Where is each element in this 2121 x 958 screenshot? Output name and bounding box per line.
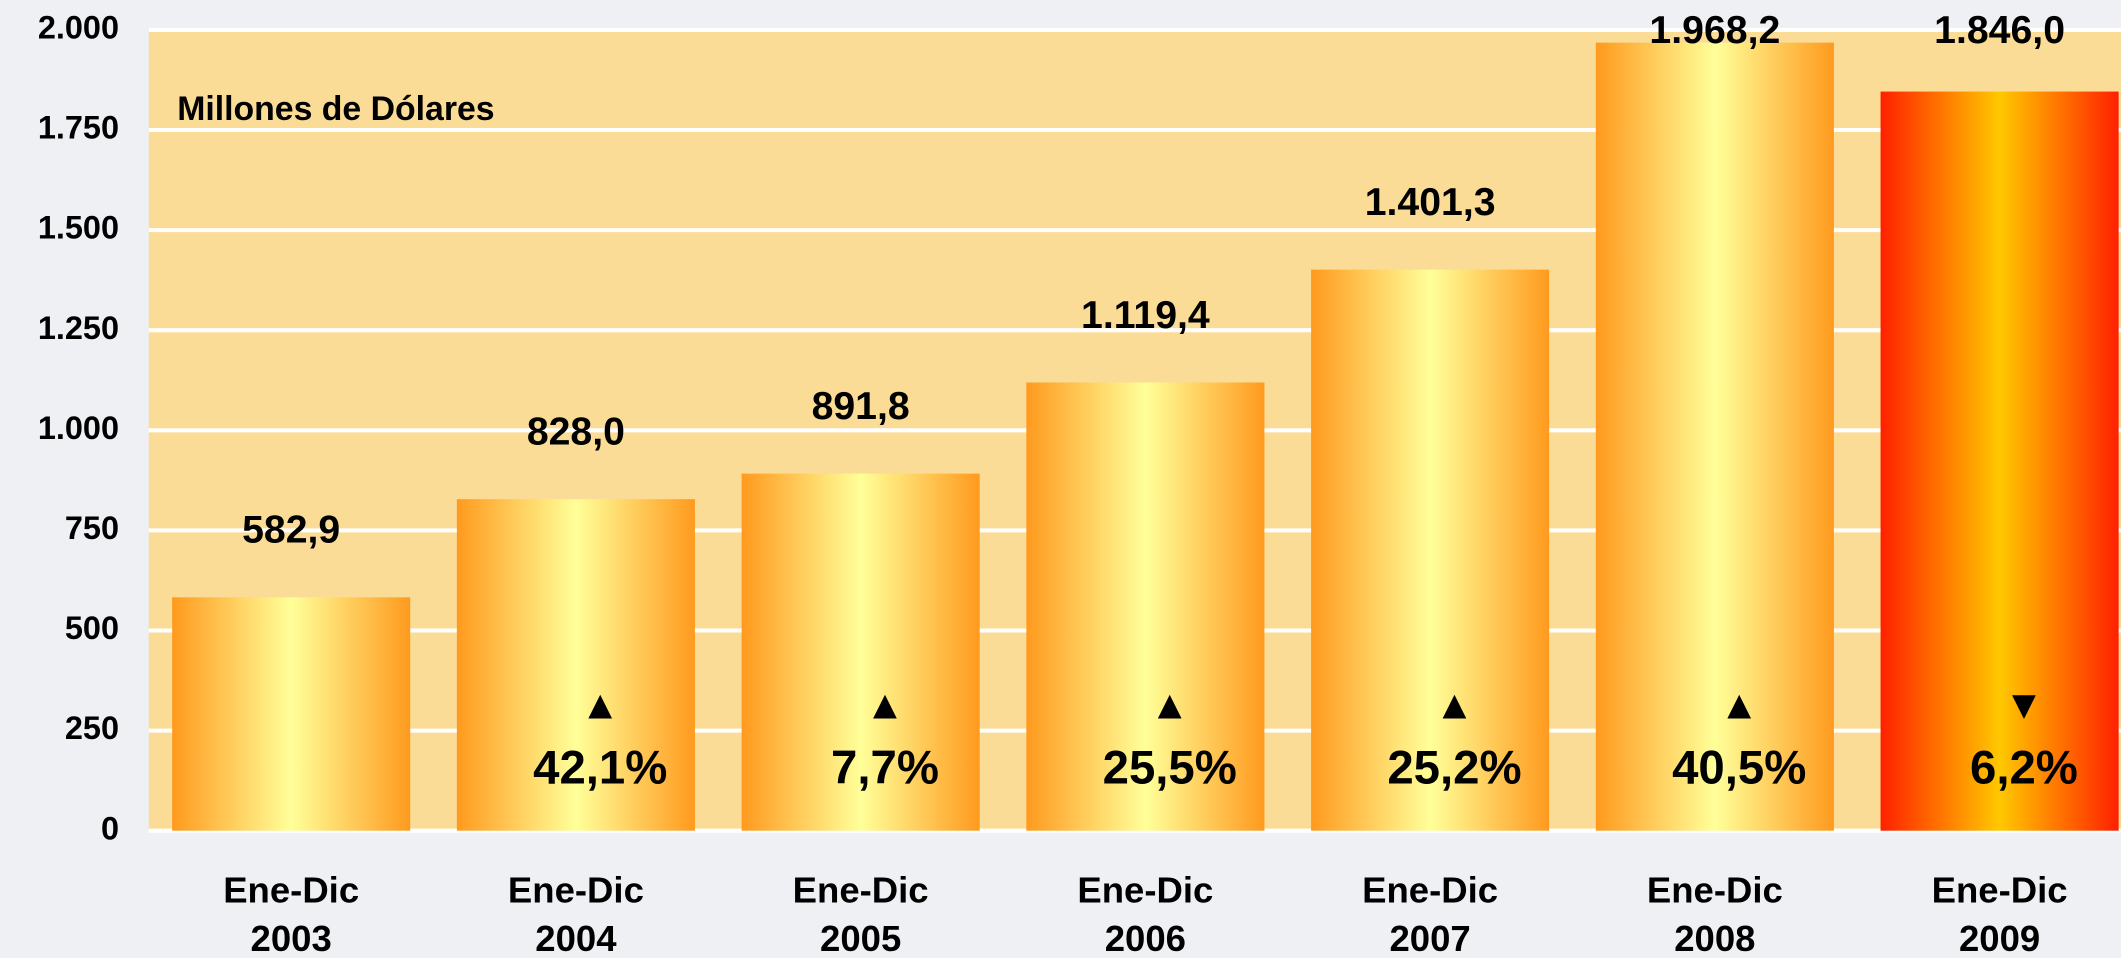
change-arrow: ▲ — [1434, 681, 1474, 727]
change-label: 7,7% — [831, 742, 939, 795]
x-tick-label: 2004 — [535, 918, 617, 958]
value-label: 1.968,2 — [1649, 8, 1780, 52]
change-label: 25,2% — [1387, 742, 1521, 795]
bar — [172, 597, 411, 831]
bar — [1311, 269, 1550, 831]
x-tick-label: 2008 — [1674, 918, 1755, 958]
change-label: 6,2% — [1970, 742, 2078, 795]
change-arrow: ▲ — [865, 681, 905, 727]
change-arrow: ▲ — [580, 681, 620, 727]
change-label: 25,5% — [1103, 742, 1237, 795]
y-tick-label: 1.250 — [38, 310, 119, 346]
value-label: 828,0 — [527, 410, 625, 454]
x-tick-label: Ene-Dic — [1647, 870, 1783, 911]
y-tick-label: 500 — [65, 610, 119, 646]
value-label: 582,9 — [242, 508, 340, 552]
bar — [741, 473, 980, 831]
change-label: 42,1% — [533, 742, 667, 795]
x-tick-label: Ene-Dic — [1362, 870, 1498, 911]
x-tick-label: 2006 — [1105, 918, 1186, 958]
x-tick-label: Ene-Dic — [1077, 870, 1213, 911]
x-tick-label: Ene-Dic — [223, 870, 359, 911]
change-arrow: ▲ — [1719, 681, 1759, 727]
x-tick-label: Ene-Dic — [1932, 870, 2068, 911]
bar — [456, 499, 695, 831]
y-tick-label: 250 — [65, 710, 119, 746]
y-tick-label: 1.750 — [38, 110, 119, 146]
bar — [1595, 42, 1834, 831]
y-tick-label: 0 — [101, 810, 119, 846]
x-tick-label: Ene-Dic — [793, 870, 929, 911]
y-tick-label: 1.500 — [38, 210, 119, 246]
axis-label: Millones de Dólares — [177, 90, 494, 128]
value-label: 1.119,4 — [1081, 293, 1210, 337]
y-tick-label: 750 — [65, 510, 119, 546]
x-tick-label: 2009 — [1959, 918, 2040, 958]
bar — [1880, 91, 2119, 831]
y-tick-label: 2.000 — [38, 9, 119, 45]
change-label: 40,5% — [1672, 742, 1806, 795]
x-tick-label: Ene-Dic — [508, 870, 644, 911]
change-arrow: ▲ — [1150, 681, 1190, 727]
change-arrow: ▼ — [2004, 681, 2044, 727]
x-tick-label: 2007 — [1390, 918, 1471, 958]
value-label: 1.401,3 — [1365, 180, 1496, 224]
x-tick-label: 2003 — [251, 918, 332, 958]
value-label: 1.846,0 — [1934, 8, 2065, 52]
x-tick-label: 2005 — [820, 918, 901, 958]
y-tick-label: 1.000 — [38, 410, 119, 446]
bar — [1026, 382, 1265, 831]
value-label: 891,8 — [812, 384, 910, 428]
